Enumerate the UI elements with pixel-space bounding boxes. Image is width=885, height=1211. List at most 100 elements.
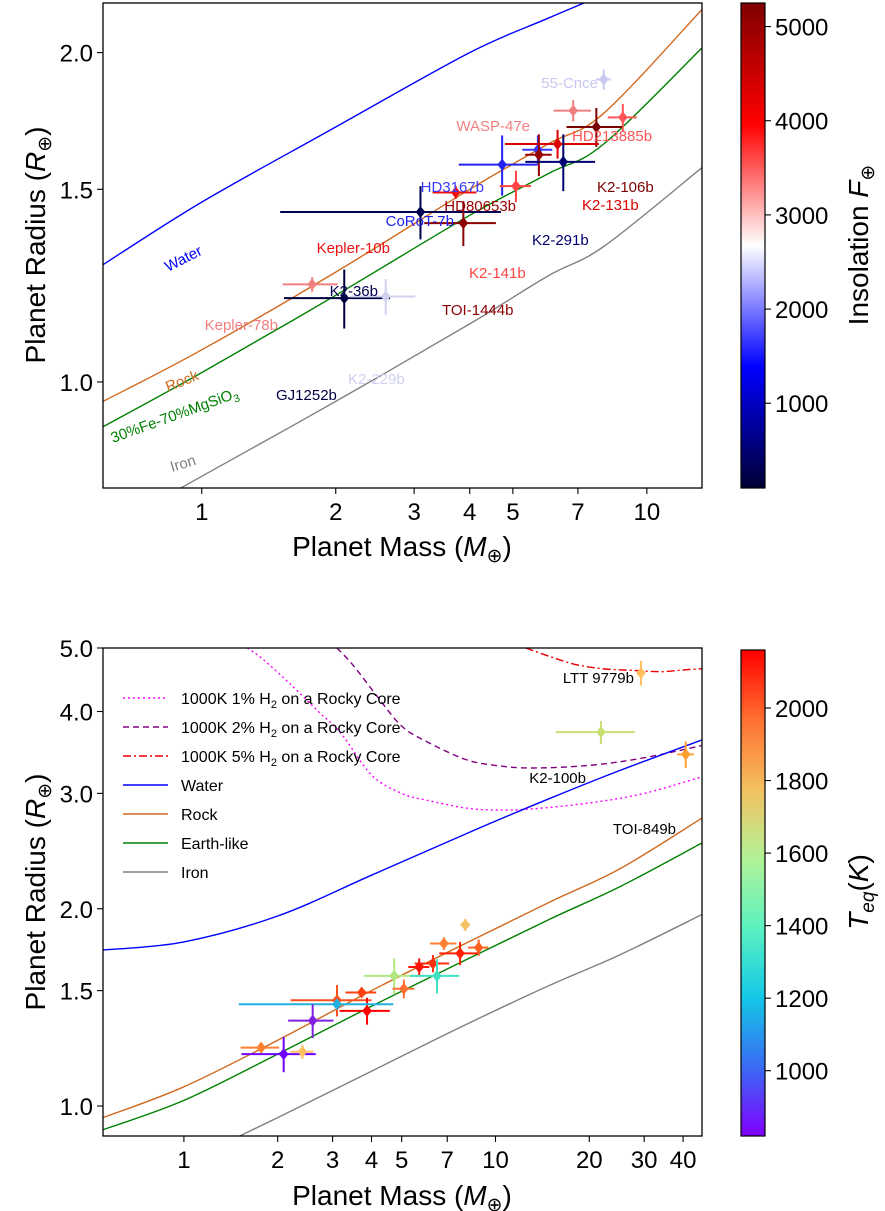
- legend: 1000K 1% H2 on a Rocky Core 1000K 2% H2 o…: [123, 691, 401, 882]
- plot-frame: [102, 2, 703, 489]
- plot-frame: [102, 647, 703, 1137]
- diamond-marker: [511, 180, 521, 193]
- curve-label-30-fe-70-mgsio3: 30%Fe-70%MgSiO3: [109, 385, 242, 450]
- point-label-hd80653b: HD80653b: [444, 198, 516, 215]
- diamond-marker: [332, 998, 342, 1011]
- colorbar-tick-label: 1800: [775, 769, 828, 796]
- colorbar-tick-label: 4000: [775, 109, 828, 136]
- diamond-marker: [636, 666, 646, 679]
- y-tick-label: 3.0: [60, 781, 93, 808]
- legend-label-1000k-2-h2-on-a-rocky-core: 1000K 2% H2 on a Rocky Core: [181, 720, 401, 740]
- colorbar-gradient: [740, 2, 766, 489]
- colorbar-tick-label: 1400: [775, 914, 828, 941]
- point-label-55-cnce: 55-Cnce: [541, 75, 598, 92]
- x-tick-label: 1: [177, 1147, 190, 1174]
- curve-rock: [103, 9, 702, 403]
- diamond-marker: [414, 960, 424, 973]
- point-label-gj1252b: GJ1252b: [276, 387, 337, 404]
- data-point-toi-1444b: [339, 997, 390, 1025]
- colorbar-tick-label: 1600: [775, 841, 828, 868]
- x-tick-label: 5: [395, 1147, 408, 1174]
- colorbar-tick-label: 3000: [775, 203, 828, 230]
- data-point-k2-141b: [499, 170, 531, 203]
- diamond-marker: [380, 290, 391, 303]
- point-label-k2-229b: K2-229b: [348, 371, 405, 388]
- colorbar-label: Teq(K): [843, 854, 879, 930]
- y-axis-label: Planet Radius (R⊕): [20, 127, 56, 364]
- diamond-marker: [428, 957, 438, 970]
- x-tick-label: 3: [326, 1147, 339, 1174]
- data-point-hd3167b: [522, 135, 553, 165]
- diamond-marker: [591, 121, 602, 134]
- legend-label-earth-like: Earth-like: [181, 836, 249, 853]
- diamond-marker: [432, 969, 442, 982]
- data-point-55-cnce: [460, 918, 471, 931]
- diamond-marker: [455, 947, 465, 960]
- data-point-kepler-10b: [432, 186, 477, 199]
- diamond-marker: [450, 186, 461, 199]
- y-tick-label: 2.0: [60, 897, 93, 924]
- data-point-wasp-47e: [553, 100, 592, 122]
- point-label-ltt-9779b: LTT 9779b: [563, 670, 634, 687]
- y-tick-label: 1.5: [60, 979, 93, 1006]
- colorbar-tick-label: 1200: [775, 986, 828, 1013]
- colorbar-tick-label: 2000: [775, 696, 828, 723]
- curve-30-fe-70-mgsio3: [103, 47, 702, 428]
- x-tick-label: 30: [631, 1147, 658, 1174]
- x-tick-label: 7: [571, 499, 584, 526]
- mass-radius-plot-insolation: 55-Cnce WASP-47e HD213885b K2-106b HD3167b K2…: [20, 2, 879, 567]
- data-point-kepler-78b: [282, 277, 338, 292]
- curve-label-iron: Iron: [168, 452, 198, 476]
- point-label-hd3167b: HD3167b: [421, 179, 484, 196]
- curve-label-rock: Rock: [163, 367, 202, 396]
- curve-1000k-5-h2-on-a-rocky-core: [525, 648, 702, 673]
- colorbar-gradient: [740, 649, 766, 1137]
- x-tick-label: 2: [329, 499, 342, 526]
- y-tick-label: 1.5: [60, 177, 93, 204]
- y-tick-label: 2.0: [60, 41, 93, 68]
- diamond-marker: [533, 143, 543, 156]
- data-point-hd213885b: [607, 103, 637, 132]
- x-tick-label: 4: [463, 499, 476, 526]
- legend-label-iron: Iron: [181, 865, 209, 882]
- diamond-marker: [473, 941, 484, 954]
- x-tick-label: 20: [576, 1147, 603, 1174]
- data-point-kepler-10b: [345, 986, 377, 999]
- data-point-55-cnce: [596, 69, 611, 90]
- curve-1000k-2-h2-on-a-rocky-core: [336, 648, 702, 769]
- curve-iron: [179, 167, 702, 488]
- diamond-marker: [362, 1004, 372, 1017]
- legend-label-1000k-1-h2-on-a-rocky-core: 1000K 1% H2 on a Rocky Core: [181, 691, 401, 711]
- data-point-toi-849b: [677, 741, 694, 768]
- diamond-marker: [256, 1041, 266, 1054]
- x-tick-label: 7: [441, 1147, 454, 1174]
- x-tick-label: 10: [482, 1147, 509, 1174]
- diamond-marker: [460, 918, 471, 931]
- point-label-k2-36b: K2-36b: [330, 283, 378, 300]
- data-point-k2-291b: [410, 959, 460, 994]
- data-point-toi-1444b: [424, 201, 496, 247]
- colorbar-tick-label: 2000: [775, 297, 828, 324]
- diamond-marker: [415, 206, 426, 219]
- point-label-k2-100b: K2-100b: [529, 770, 586, 787]
- curve-rock: [103, 817, 702, 1119]
- y-tick-label: 1.0: [60, 370, 93, 397]
- x-tick-label: 2: [271, 1147, 284, 1174]
- data-point-kepler-78b: [240, 1041, 280, 1054]
- curve-iron: [237, 913, 702, 1136]
- x-axis-label: Planet Mass (M⊕): [292, 1180, 512, 1211]
- data-point-hd213885b: [468, 939, 489, 956]
- point-label-k2-291b: K2-291b: [532, 232, 589, 249]
- data-point-k2-291b: [525, 134, 596, 192]
- data-point-kepler-21b: [290, 1044, 314, 1059]
- diamond-marker: [297, 1045, 308, 1058]
- diamond-marker: [497, 158, 507, 171]
- point-label-k2-131b: K2-131b: [582, 197, 639, 214]
- x-tick-label: 4: [365, 1147, 378, 1174]
- data-point-wasp-47e: [430, 937, 457, 951]
- diamond-marker: [439, 937, 449, 950]
- x-tick-label: 5: [506, 499, 519, 526]
- point-label-k2-141b: K2-141b: [469, 265, 526, 282]
